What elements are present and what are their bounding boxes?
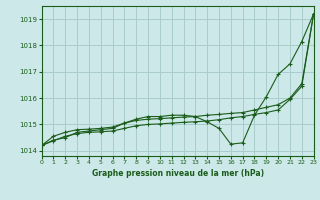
X-axis label: Graphe pression niveau de la mer (hPa): Graphe pression niveau de la mer (hPa) — [92, 169, 264, 178]
